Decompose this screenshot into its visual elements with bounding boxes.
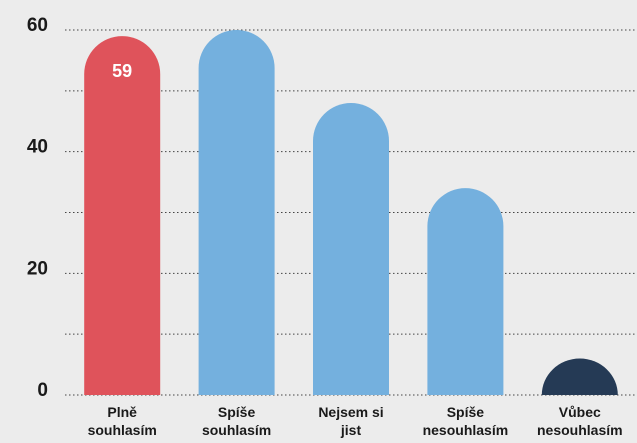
y-tick-label: 20 bbox=[27, 258, 48, 279]
x-tick-label: Spíše nesouhlasím bbox=[423, 404, 509, 438]
x-tick-label: Spíše souhlasím bbox=[202, 404, 271, 438]
x-tick-label: Vůbec nesouhlasím bbox=[537, 404, 623, 438]
bar bbox=[541, 358, 618, 395]
bar bbox=[198, 29, 275, 395]
bar bbox=[427, 188, 504, 395]
y-tick-label: 60 bbox=[27, 15, 48, 36]
bar bbox=[313, 103, 389, 395]
y-tick-label: 40 bbox=[27, 137, 48, 158]
value-label: 59 bbox=[112, 61, 132, 81]
bar bbox=[84, 36, 161, 395]
x-tick-label: Plně souhlasím bbox=[88, 404, 157, 438]
x-tick-label: Nejsem si jist bbox=[318, 404, 383, 438]
y-tick-label: 0 bbox=[37, 380, 48, 401]
